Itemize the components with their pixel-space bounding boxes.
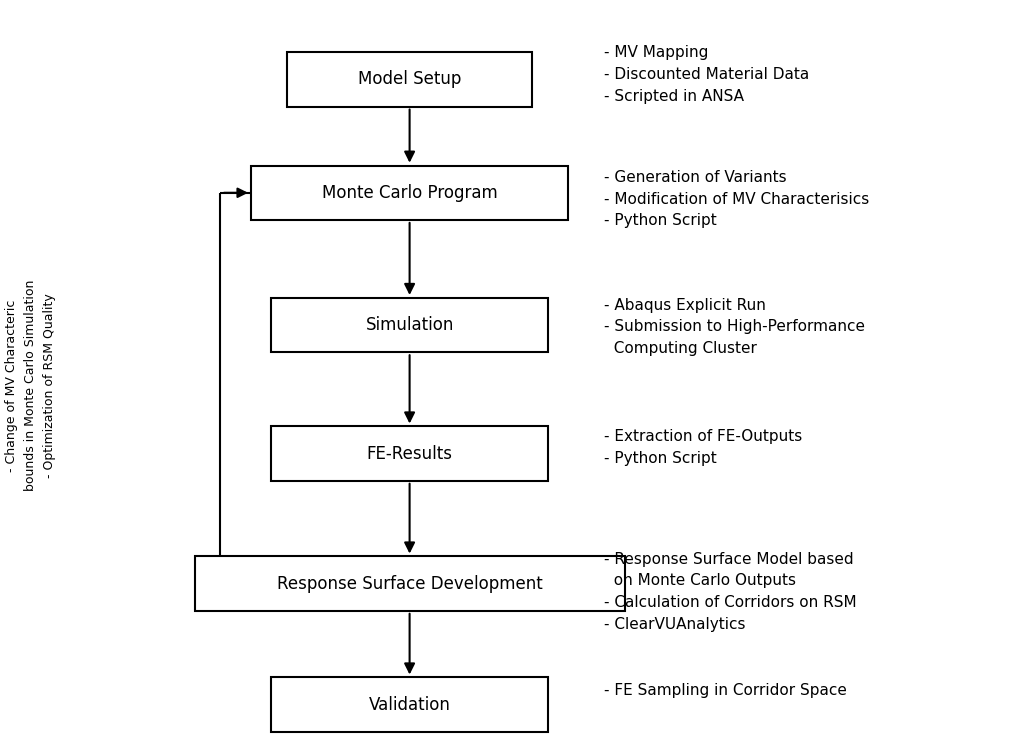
FancyBboxPatch shape [251, 166, 568, 220]
Text: - Response Surface Model based
  on Monte Carlo Outputs
- Calculation of Corrido: - Response Surface Model based on Monte … [604, 552, 857, 632]
Text: Validation: Validation [369, 696, 451, 714]
Text: - Abaqus Explicit Run
- Submission to High-Performance
  Computing Cluster: - Abaqus Explicit Run - Submission to Hi… [604, 298, 865, 356]
Text: - FE Sampling in Corridor Space: - FE Sampling in Corridor Space [604, 683, 847, 699]
Text: - Generation of Variants
- Modification of MV Characterisics
- Python Script: - Generation of Variants - Modification … [604, 170, 869, 228]
Text: - Change of MV Characteric
bounds in Monte Carlo Simulation
- Optimization of RS: - Change of MV Characteric bounds in Mon… [5, 280, 56, 491]
Text: - MV Mapping
- Discounted Material Data
- Scripted in ANSA: - MV Mapping - Discounted Material Data … [604, 45, 809, 104]
Text: Monte Carlo Program: Monte Carlo Program [322, 184, 498, 202]
FancyBboxPatch shape [271, 298, 548, 352]
FancyBboxPatch shape [287, 52, 532, 107]
Text: Model Setup: Model Setup [358, 70, 461, 88]
FancyBboxPatch shape [195, 556, 625, 611]
Text: - Extraction of FE-Outputs
- Python Script: - Extraction of FE-Outputs - Python Scri… [604, 429, 803, 466]
Text: Simulation: Simulation [366, 316, 454, 334]
Text: FE-Results: FE-Results [367, 445, 453, 463]
FancyBboxPatch shape [271, 677, 548, 732]
Text: Response Surface Development: Response Surface Development [276, 575, 543, 593]
FancyBboxPatch shape [271, 426, 548, 481]
